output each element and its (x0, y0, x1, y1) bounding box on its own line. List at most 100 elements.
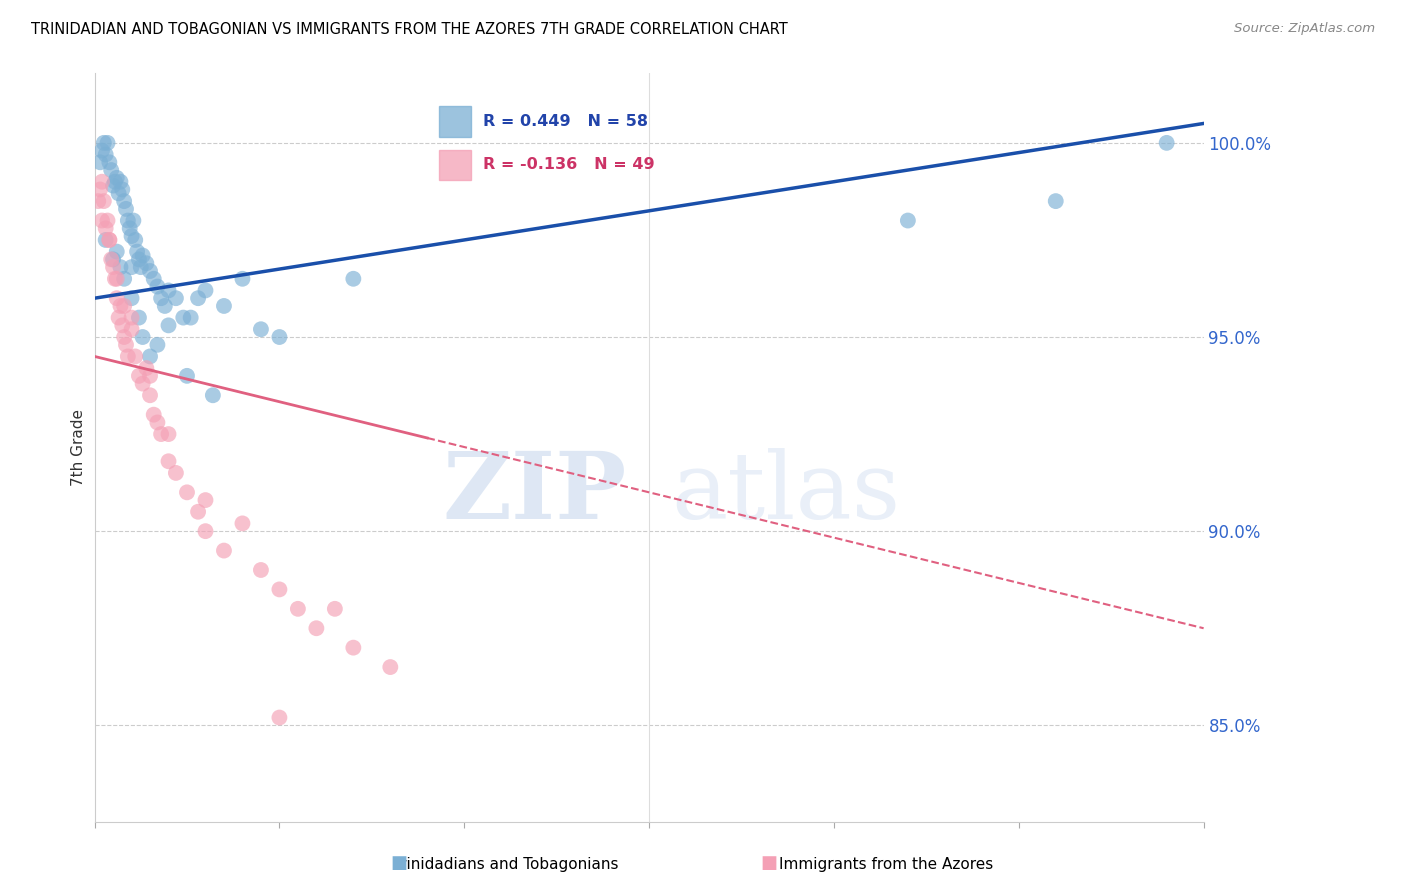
Point (139, 368, 162, 383)
Point (128, 368, 150, 383)
Point (287, 602, 309, 616)
Point (112, 272, 135, 286)
Point (139, 350, 162, 364)
Point (212, 543, 235, 558)
Point (157, 318, 180, 333)
Point (380, 660, 402, 674)
Point (231, 272, 253, 286)
Point (105, 291, 128, 305)
Point (180, 310, 202, 325)
Point (135, 361, 157, 376)
Point (150, 427, 173, 442)
Point (1045, 194, 1067, 208)
Text: Source: ZipAtlas.com: Source: ZipAtlas.com (1234, 22, 1375, 36)
Point (91, 144, 114, 158)
Point (172, 310, 194, 325)
Point (139, 264, 162, 278)
Text: Immigrants from the Azores: Immigrants from the Azores (779, 857, 993, 872)
Point (269, 710, 291, 724)
Point (98, 155, 121, 169)
Point (87, 194, 110, 208)
Point (194, 284, 217, 298)
Point (127, 244, 149, 259)
Point (153, 299, 176, 313)
Point (269, 582, 291, 597)
Point (165, 466, 187, 480)
Point (105, 272, 128, 286)
Point (101, 252, 124, 267)
Point (187, 291, 209, 305)
Point (100, 252, 122, 267)
Point (139, 388, 162, 402)
Point (121, 310, 143, 325)
Point (187, 505, 209, 519)
Point (100, 163, 122, 178)
Point (112, 330, 135, 344)
Text: TRINIDADIAN AND TOBAGONIAN VS IMMIGRANTS FROM THE AZORES 7TH GRADE CORRELATION C: TRINIDADIAN AND TOBAGONIAN VS IMMIGRANTS… (31, 22, 787, 37)
Point (897, 213, 920, 227)
Point (128, 252, 150, 267)
Point (98, 233, 121, 247)
Point (94, 147, 117, 161)
Point (117, 350, 139, 364)
Point (122, 213, 145, 227)
Point (110, 299, 132, 313)
Point (124, 233, 146, 247)
Point (146, 338, 169, 352)
Point (131, 376, 153, 391)
Point (194, 493, 217, 508)
Point (342, 272, 364, 286)
Point (101, 260, 124, 274)
Text: Trinidadians and Tobagonians: Trinidadians and Tobagonians (394, 857, 619, 872)
Point (93, 194, 115, 208)
Point (165, 291, 187, 305)
Point (1156, 136, 1178, 150)
Point (94, 221, 117, 235)
Point (111, 182, 134, 196)
Point (96, 136, 118, 150)
Point (201, 388, 224, 402)
Point (117, 213, 139, 227)
Point (157, 454, 180, 468)
Text: ■: ■ (391, 855, 408, 872)
Point (105, 170, 128, 185)
Point (121, 229, 143, 244)
Point (93, 136, 115, 150)
Point (212, 299, 235, 313)
Point (89, 155, 111, 169)
Point (107, 310, 129, 325)
Point (135, 256, 157, 270)
Point (104, 175, 127, 189)
Y-axis label: 7th Grade: 7th Grade (72, 409, 86, 486)
Point (176, 368, 198, 383)
Point (176, 485, 198, 500)
Point (98, 233, 121, 247)
Point (146, 416, 169, 430)
Point (150, 291, 173, 305)
Point (146, 279, 169, 293)
Point (269, 330, 291, 344)
Point (115, 338, 138, 352)
Point (305, 621, 328, 635)
Point (91, 213, 114, 227)
Point (128, 310, 150, 325)
Point (112, 194, 135, 208)
Point (142, 408, 165, 422)
Point (91, 175, 114, 189)
Point (96, 213, 118, 227)
Point (250, 322, 273, 336)
Point (157, 427, 180, 442)
Text: ■: ■ (761, 855, 778, 872)
Point (112, 299, 135, 313)
Point (118, 221, 141, 235)
Point (105, 244, 128, 259)
Text: ZIP: ZIP (443, 448, 627, 538)
Point (231, 516, 253, 531)
Point (94, 233, 117, 247)
Point (115, 202, 138, 216)
Point (194, 524, 217, 538)
Text: atlas: atlas (671, 448, 900, 538)
Point (89, 182, 111, 196)
Point (104, 272, 127, 286)
Point (121, 260, 143, 274)
